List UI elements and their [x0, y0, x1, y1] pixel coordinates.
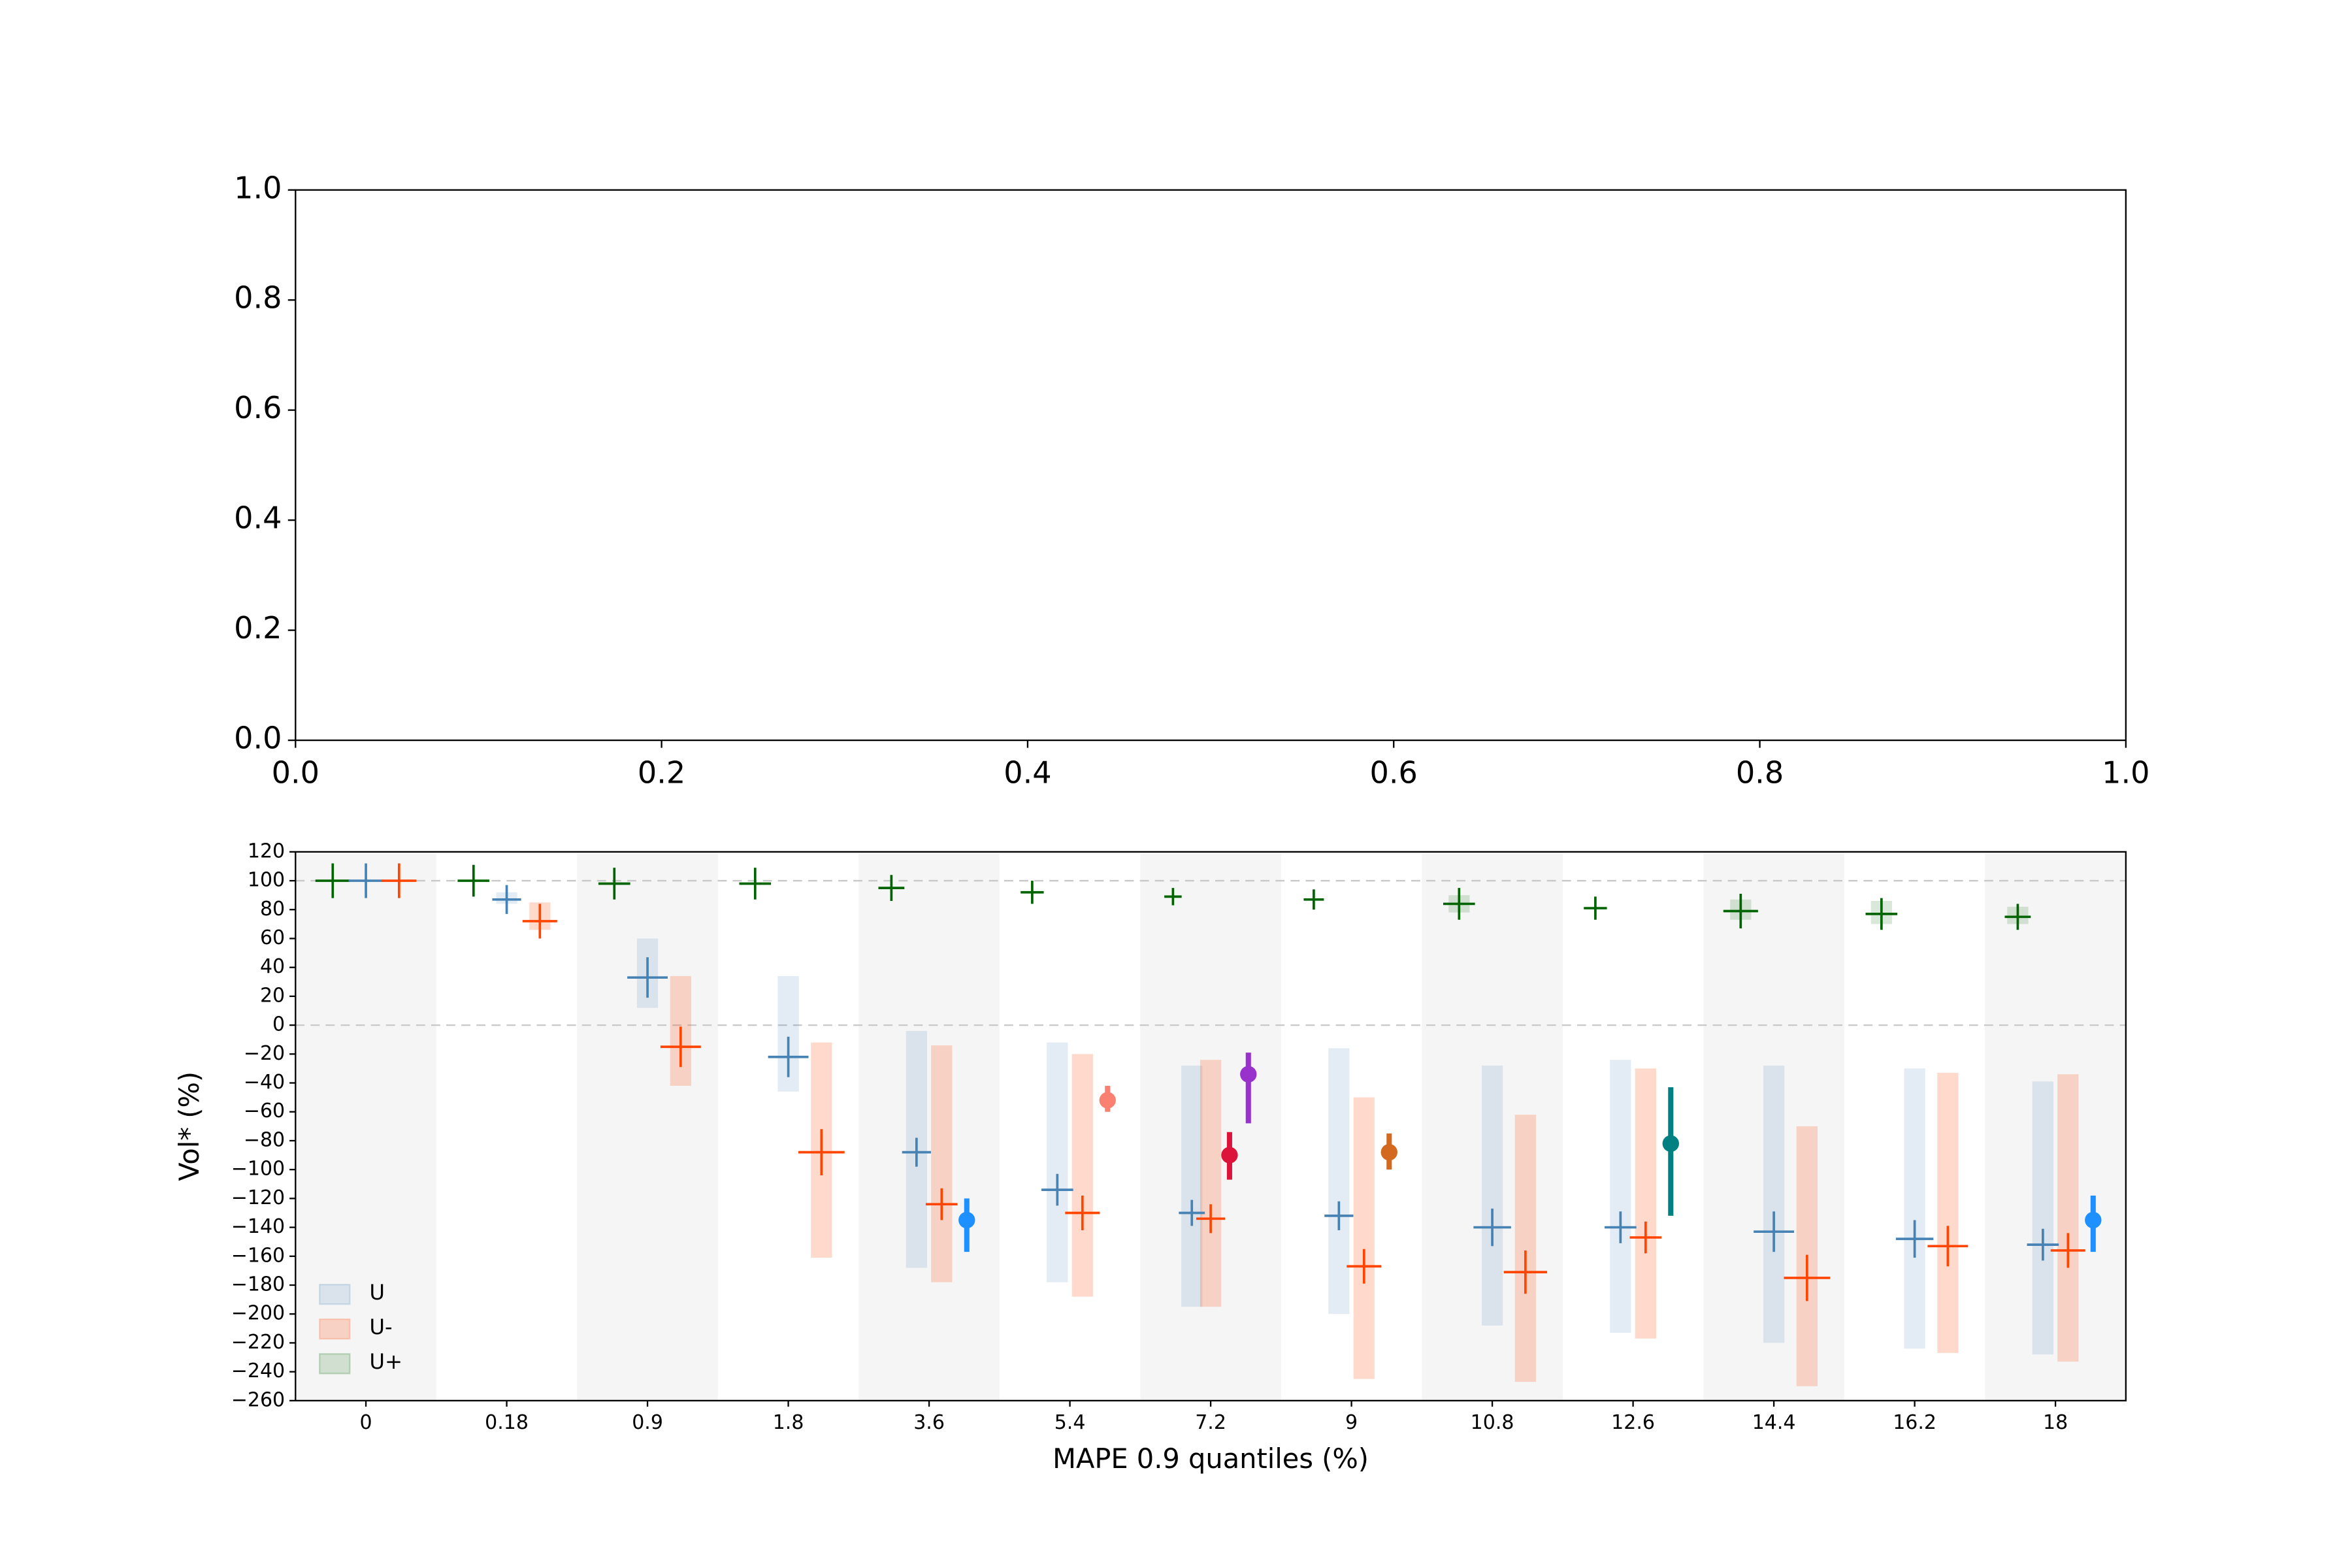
range-band [1763, 1066, 1785, 1343]
x-tick-label: 0.9 [632, 1411, 663, 1434]
range-band [1181, 1066, 1203, 1307]
x-tick-label: 16.2 [1893, 1411, 1936, 1434]
range-band [1200, 1060, 1222, 1307]
x-tick-label: 0.6 [1370, 755, 1418, 791]
range-band [1610, 1060, 1631, 1333]
range-band [1937, 1073, 1959, 1353]
x-tick-label: 9 [1345, 1411, 1358, 1434]
y-tick-label: −40 [244, 1071, 285, 1094]
y-tick-label: 120 [248, 840, 285, 862]
x-tick-label: 14.4 [1752, 1411, 1796, 1434]
x-axis-title: MAPE 0.9 quantiles (%) [1053, 1443, 1369, 1475]
y-tick-label: −20 [244, 1042, 285, 1065]
y-tick-label: −60 [244, 1100, 285, 1122]
x-tick-label: 0 [360, 1411, 372, 1434]
x-tick-label: 10.8 [1471, 1411, 1514, 1434]
x-tick-label: 18 [2043, 1411, 2068, 1434]
range-band [2032, 1081, 2054, 1355]
range-band [1514, 1115, 1537, 1382]
legend-label: U [369, 1280, 385, 1305]
y-tick-label: 0 [272, 1013, 285, 1036]
y-tick-label: 20 [260, 984, 285, 1007]
x-tick-label: 0.18 [485, 1411, 529, 1434]
x-tick-label: 0.8 [1736, 755, 1784, 791]
y-tick-label: −140 [231, 1215, 285, 1238]
y-tick-label: −220 [231, 1331, 285, 1354]
y-tick-label: 0.2 [234, 610, 282, 645]
range-band [1328, 1048, 1350, 1315]
x-tick-label: 3.6 [913, 1411, 945, 1434]
x-tick-label: 0.4 [1004, 755, 1051, 791]
range-band [1071, 1054, 1093, 1297]
point [958, 1211, 975, 1229]
point [1240, 1066, 1257, 1083]
y-axis-title: Vol* (%) [173, 1071, 205, 1181]
x-tick-label: 1.8 [773, 1411, 804, 1434]
y-tick-label: −200 [231, 1302, 285, 1325]
range-band [1904, 1068, 1925, 1349]
y-tick-label: 0.4 [234, 500, 282, 536]
range-band [2057, 1074, 2079, 1362]
x-tick-label: 1.0 [2102, 755, 2149, 791]
y-tick-label: −160 [231, 1244, 285, 1267]
x-tick-label: 7.2 [1195, 1411, 1226, 1434]
y-tick-label: 80 [260, 898, 285, 921]
legend-label: U- [369, 1315, 392, 1339]
y-tick-label: −180 [231, 1273, 285, 1296]
range-band [931, 1045, 953, 1282]
legend-swatch [319, 1318, 351, 1340]
y-tick-label: −240 [231, 1360, 285, 1382]
category-shading [1703, 851, 1844, 1401]
y-tick-label: −80 [244, 1128, 285, 1151]
category-shading [577, 851, 718, 1401]
x-tick-label: 0.2 [638, 755, 685, 791]
y-tick-label: −120 [231, 1186, 285, 1209]
x-tick-label: 5.4 [1054, 1411, 1086, 1434]
y-tick-label: −100 [231, 1158, 285, 1181]
y-tick-label: −260 [231, 1388, 285, 1411]
y-tick-label: 0.6 [234, 390, 282, 425]
point [2085, 1211, 2102, 1229]
axes-frame [295, 851, 2127, 1401]
legend-label: U+ [369, 1349, 402, 1374]
y-tick-label: 40 [260, 955, 285, 978]
legend-swatch [319, 1353, 351, 1375]
range-band [1047, 1042, 1068, 1282]
y-tick-label: 1.0 [234, 170, 282, 205]
range-band [1635, 1068, 1656, 1339]
range-band [1353, 1097, 1375, 1379]
category-shading [858, 851, 1000, 1401]
x-tick-label: 12.6 [1611, 1411, 1655, 1434]
point [1099, 1092, 1116, 1109]
category-shading [1140, 851, 1281, 1401]
legend-swatch [319, 1283, 351, 1305]
point [1380, 1143, 1397, 1161]
point [1662, 1135, 1679, 1152]
x-tick-label: 0.0 [272, 755, 319, 791]
y-tick-label: 100 [248, 869, 285, 892]
y-tick-label: 0.0 [234, 721, 282, 756]
range-band [1481, 1066, 1503, 1326]
category-shading [295, 851, 436, 1401]
y-tick-label: 60 [260, 926, 285, 949]
y-tick-label: 0.8 [234, 280, 282, 316]
category-shading [1422, 851, 1563, 1401]
axes-frame [295, 189, 2127, 742]
category-shading [1985, 851, 2126, 1401]
point [1221, 1147, 1238, 1164]
